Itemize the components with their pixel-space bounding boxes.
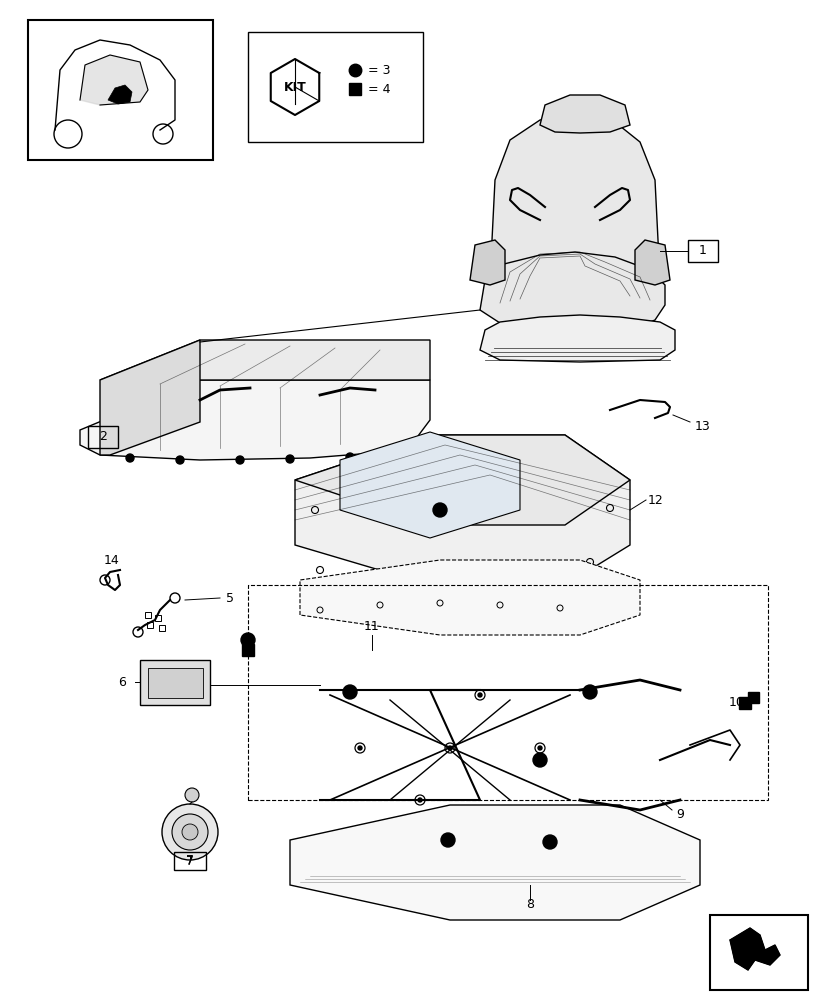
Polygon shape xyxy=(480,252,664,335)
Bar xyxy=(155,615,160,621)
Circle shape xyxy=(477,693,481,697)
Circle shape xyxy=(395,451,404,459)
Polygon shape xyxy=(100,340,429,380)
Circle shape xyxy=(538,746,542,750)
Bar xyxy=(348,83,361,95)
Circle shape xyxy=(447,746,452,750)
Circle shape xyxy=(441,833,455,847)
Bar xyxy=(148,668,203,698)
Bar xyxy=(159,625,165,631)
Circle shape xyxy=(172,814,208,850)
Bar xyxy=(28,20,213,160)
Circle shape xyxy=(355,743,365,753)
Polygon shape xyxy=(80,380,429,460)
Text: 7: 7 xyxy=(186,855,194,868)
Polygon shape xyxy=(470,240,504,285)
Circle shape xyxy=(533,753,547,767)
Circle shape xyxy=(475,690,485,700)
Bar xyxy=(709,915,807,990)
Text: 8: 8 xyxy=(525,898,533,911)
Circle shape xyxy=(182,824,198,840)
Circle shape xyxy=(100,575,110,585)
Bar xyxy=(147,622,153,628)
Bar xyxy=(248,32,423,142)
Polygon shape xyxy=(108,85,131,104)
Polygon shape xyxy=(100,340,200,455)
Bar xyxy=(241,644,254,656)
Text: 9: 9 xyxy=(676,808,683,821)
Polygon shape xyxy=(299,560,639,635)
Circle shape xyxy=(433,503,447,517)
Circle shape xyxy=(418,798,422,802)
Circle shape xyxy=(162,804,218,860)
Text: 5: 5 xyxy=(226,591,234,604)
Text: = 4: = 4 xyxy=(367,83,390,96)
Polygon shape xyxy=(340,432,519,538)
Bar xyxy=(174,852,206,870)
Polygon shape xyxy=(634,240,669,285)
Bar xyxy=(687,240,717,262)
Text: = 3: = 3 xyxy=(367,64,390,77)
Polygon shape xyxy=(480,315,674,362)
Polygon shape xyxy=(729,928,779,970)
Circle shape xyxy=(346,453,354,461)
Bar xyxy=(145,612,151,618)
Circle shape xyxy=(357,746,361,750)
Circle shape xyxy=(444,743,455,753)
Bar xyxy=(140,660,210,705)
Bar xyxy=(747,692,758,703)
Circle shape xyxy=(170,593,179,603)
Circle shape xyxy=(241,633,255,647)
Text: 2: 2 xyxy=(99,430,107,444)
Circle shape xyxy=(534,743,544,753)
Polygon shape xyxy=(539,95,629,133)
Text: 11: 11 xyxy=(364,620,380,634)
Text: 1: 1 xyxy=(698,244,706,257)
Polygon shape xyxy=(294,435,629,585)
Text: 13: 13 xyxy=(694,420,710,434)
Circle shape xyxy=(414,795,424,805)
Text: KIT: KIT xyxy=(284,81,306,94)
Circle shape xyxy=(236,456,244,464)
Circle shape xyxy=(126,454,134,462)
Bar xyxy=(739,697,750,709)
Bar xyxy=(88,426,118,448)
Bar xyxy=(248,585,767,800)
Circle shape xyxy=(285,455,294,463)
Polygon shape xyxy=(80,55,148,105)
Text: 14: 14 xyxy=(104,554,120,566)
Circle shape xyxy=(342,685,356,699)
Text: 12: 12 xyxy=(648,493,663,506)
Text: 10: 10 xyxy=(729,696,744,708)
Polygon shape xyxy=(490,115,659,290)
Polygon shape xyxy=(289,805,699,920)
Circle shape xyxy=(133,627,143,637)
Circle shape xyxy=(184,788,198,802)
Text: 7: 7 xyxy=(186,854,194,867)
Polygon shape xyxy=(294,435,629,525)
Circle shape xyxy=(176,456,184,464)
Circle shape xyxy=(543,835,557,849)
Text: 6: 6 xyxy=(118,676,126,688)
Circle shape xyxy=(582,685,596,699)
